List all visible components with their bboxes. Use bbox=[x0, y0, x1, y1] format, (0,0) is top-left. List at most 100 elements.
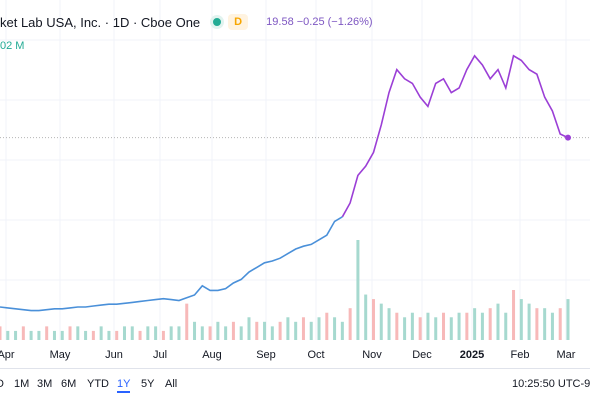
volume-bar bbox=[91, 330, 95, 340]
volume-readout: 02 M bbox=[0, 40, 25, 52]
x-axis-label: Apr bbox=[0, 349, 15, 361]
volume-bar bbox=[138, 330, 142, 340]
volume-bar bbox=[231, 321, 235, 340]
timeframe-6m[interactable]: 6M bbox=[61, 378, 77, 390]
symbol-title[interactable]: ket Lab USA, Inc. · 1D · Cboe One bbox=[0, 14, 201, 30]
volume-bar bbox=[364, 294, 368, 340]
volume-bar bbox=[270, 326, 274, 340]
timeframe-3m[interactable]: 3M bbox=[37, 378, 53, 390]
volume-bar bbox=[130, 326, 134, 340]
volume-bar bbox=[224, 326, 228, 340]
volume-bar bbox=[550, 312, 554, 340]
volume-bar bbox=[37, 330, 41, 340]
volume-bar bbox=[535, 308, 539, 340]
volume-bar bbox=[504, 312, 508, 340]
volume-bar bbox=[410, 312, 414, 340]
volume-bar bbox=[247, 317, 251, 340]
volume-bar bbox=[161, 330, 165, 340]
volume-bar bbox=[543, 308, 547, 340]
x-axis-label: May bbox=[50, 349, 71, 361]
volume-bar bbox=[449, 317, 453, 340]
volume-bar bbox=[239, 326, 243, 340]
volume-bar bbox=[527, 303, 531, 340]
volume-bar bbox=[263, 321, 267, 340]
volume-bar bbox=[169, 326, 173, 340]
volume-bar bbox=[356, 240, 360, 340]
x-axis-label: 2025 bbox=[460, 349, 484, 361]
volume-bar bbox=[0, 326, 2, 340]
volume-bar bbox=[208, 326, 212, 340]
volume-bar bbox=[512, 290, 516, 340]
x-axis-label: Jul bbox=[153, 349, 167, 361]
volume-bar bbox=[379, 303, 383, 340]
x-axis-label: Oct bbox=[307, 349, 324, 361]
volume-bar bbox=[122, 326, 126, 340]
timeframe-ytd[interactable]: YTD bbox=[87, 378, 109, 390]
volume-bar bbox=[193, 321, 197, 340]
volume-bar bbox=[278, 321, 282, 340]
volume-bar bbox=[348, 308, 352, 340]
volume-bar bbox=[45, 326, 49, 340]
volume-bar bbox=[60, 330, 64, 340]
timeframe-1y[interactable]: 1Y bbox=[117, 378, 131, 393]
price-line-purple bbox=[341, 54, 569, 218]
chart-legend: ket Lab USA, Inc. · 1D · Cboe One D 19.5… bbox=[0, 12, 373, 32]
volume-bar bbox=[340, 321, 344, 340]
x-axis-label: Dec bbox=[412, 349, 432, 361]
volume-bar bbox=[480, 312, 484, 340]
volume-bar bbox=[14, 330, 18, 340]
market-status-icon bbox=[210, 15, 225, 29]
volume-bar bbox=[457, 312, 461, 340]
volume-bar bbox=[403, 317, 407, 340]
volume-bar bbox=[286, 317, 290, 340]
volume-bar bbox=[21, 326, 25, 340]
volume-bar bbox=[255, 321, 259, 340]
volume-bar bbox=[442, 312, 446, 340]
volume-bar bbox=[52, 330, 56, 340]
volume-bar bbox=[434, 317, 438, 340]
volume-bar bbox=[418, 317, 422, 340]
volume-bar bbox=[426, 312, 430, 340]
volume-bar bbox=[465, 312, 469, 340]
last-price-dot bbox=[565, 134, 571, 141]
price-line-blue bbox=[0, 216, 343, 312]
volume-bar bbox=[395, 312, 399, 340]
x-axis-label: Feb bbox=[511, 349, 530, 361]
volume-bar bbox=[76, 326, 80, 340]
volume-bar bbox=[146, 326, 150, 340]
volume-bar bbox=[566, 299, 570, 340]
clock: 10:25:50 UTC-9 bbox=[512, 378, 590, 390]
volume-bar bbox=[107, 330, 111, 340]
volume-bar bbox=[309, 321, 313, 340]
timeframe-1m[interactable]: 1M bbox=[14, 378, 30, 390]
price-chart[interactable]: Apr May Jun Jul Aug Sep Oct Nov Dec 2025 Feb Mar bbox=[0, 0, 590, 370]
volume-bar bbox=[496, 303, 500, 340]
x-axis-label: Jun bbox=[105, 349, 123, 361]
volume-bar bbox=[387, 308, 391, 340]
volume-bar bbox=[99, 326, 103, 340]
volume-bar bbox=[301, 317, 305, 340]
volume-bar bbox=[6, 330, 10, 340]
volume-bar bbox=[317, 317, 321, 340]
timeframe-1d[interactable]: D bbox=[0, 378, 4, 390]
volume-bar bbox=[558, 308, 562, 340]
volume-bar bbox=[154, 326, 158, 340]
volume-bar bbox=[488, 308, 492, 340]
volume-bar bbox=[325, 312, 329, 340]
x-axis-label: Sep bbox=[256, 349, 276, 361]
timeframe-all[interactable]: All bbox=[165, 378, 178, 390]
volume-bar bbox=[84, 330, 88, 340]
volume-bar bbox=[216, 321, 220, 340]
volume-bar bbox=[473, 308, 477, 340]
volume-bar bbox=[185, 303, 189, 340]
volume-bar bbox=[177, 326, 181, 340]
divider bbox=[0, 368, 590, 369]
volume-bar bbox=[333, 317, 337, 340]
volume-bar bbox=[519, 299, 523, 340]
volume-bar bbox=[200, 326, 204, 340]
volume-bar bbox=[115, 330, 119, 340]
delay-badge: D bbox=[228, 14, 249, 30]
quote-values: 19.58 −0.25 (−1.26%) bbox=[266, 16, 373, 28]
timeframe-5y[interactable]: 5Y bbox=[141, 378, 155, 390]
timeframe-bar: D 1M 3M 6M YTD 1Y 5Y All 10:25:50 UTC-9 bbox=[0, 376, 590, 394]
